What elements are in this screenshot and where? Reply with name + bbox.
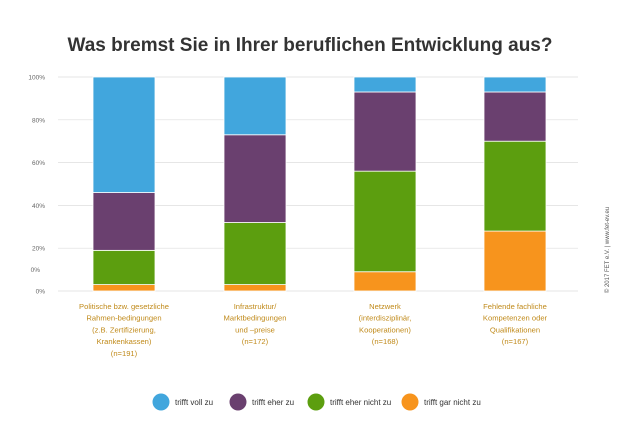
- bar-segment: [353, 91, 417, 172]
- bar-segment: [92, 192, 156, 251]
- category-label: Netzwerk: [369, 302, 401, 311]
- category-label: (n=168): [372, 337, 399, 346]
- y-tick-label: 20%: [32, 246, 45, 253]
- category-label: (n=172): [242, 337, 269, 346]
- category-label: (z.B. Zertifizierung,: [92, 325, 156, 334]
- x-axis-labels: Politische bzw. gesetzliche Rahmen-beding…: [79, 302, 548, 358]
- legend-label: trifft eher nicht zu: [330, 398, 391, 407]
- legend-label: trifft eher zu: [252, 398, 294, 407]
- y-tick-label: 0%: [36, 289, 46, 296]
- bars: [92, 76, 547, 292]
- y-axis: 0% 20% 40% 60% 80% 100% 0%: [28, 75, 45, 296]
- category-label: Marktbedingungen: [224, 314, 287, 323]
- category-label: Kompetenzen oder: [483, 314, 548, 323]
- category-label: Fehlende fachliche: [483, 302, 547, 311]
- bar-segment: [353, 271, 417, 292]
- bar-segment: [92, 249, 156, 285]
- category-label: (n=191): [111, 349, 138, 358]
- category-label: (interdisziplinär,: [359, 314, 412, 323]
- bar-segment: [353, 170, 417, 273]
- y-tick-label: 80%: [32, 117, 45, 124]
- category-label: Politische bzw. gesetzliche: [79, 302, 169, 311]
- bar-segment: [92, 76, 156, 193]
- legend-label: trifft gar nicht zu: [424, 398, 481, 407]
- y-tick-label: 100%: [28, 75, 45, 82]
- y-tick-label: 60%: [32, 160, 45, 167]
- category-label: Infrastruktur/: [234, 302, 278, 311]
- category-label: Krankenkassen): [97, 337, 152, 346]
- bar-segment: [353, 76, 417, 93]
- legend-label: trifft voll zu: [175, 398, 213, 407]
- bar-segment: [92, 284, 156, 292]
- y-tick-label-extra: 0%: [31, 267, 41, 274]
- category-label: Kooperationen): [359, 325, 411, 334]
- category-label: Rahmen-bedingungen: [86, 314, 161, 323]
- chart-title: Was bremst Sie in Ihrer beruflichen Entw…: [68, 35, 553, 56]
- bar-segment: [483, 76, 547, 93]
- category-label: Qualifikationen: [490, 325, 540, 334]
- legend-marker: [401, 393, 419, 411]
- copyright-notice: © 2017 FET e.V. | www.fet-ev.eu: [604, 207, 611, 293]
- bar-segment: [223, 222, 287, 285]
- legend-marker: [229, 393, 247, 411]
- bar-segment: [223, 76, 287, 136]
- bar-segment: [483, 91, 547, 142]
- category-label: und –preise: [235, 325, 275, 334]
- category-label: (n=167): [502, 337, 529, 346]
- legend-marker: [152, 393, 170, 411]
- bar-segment: [223, 134, 287, 223]
- legend-marker: [307, 393, 325, 411]
- bar-segment: [223, 284, 287, 292]
- bar-segment: [483, 140, 547, 232]
- bar-segment: [483, 230, 547, 292]
- legend: trifft voll zu trifft eher zu trifft eher …: [152, 393, 481, 411]
- y-tick-label: 40%: [32, 203, 45, 210]
